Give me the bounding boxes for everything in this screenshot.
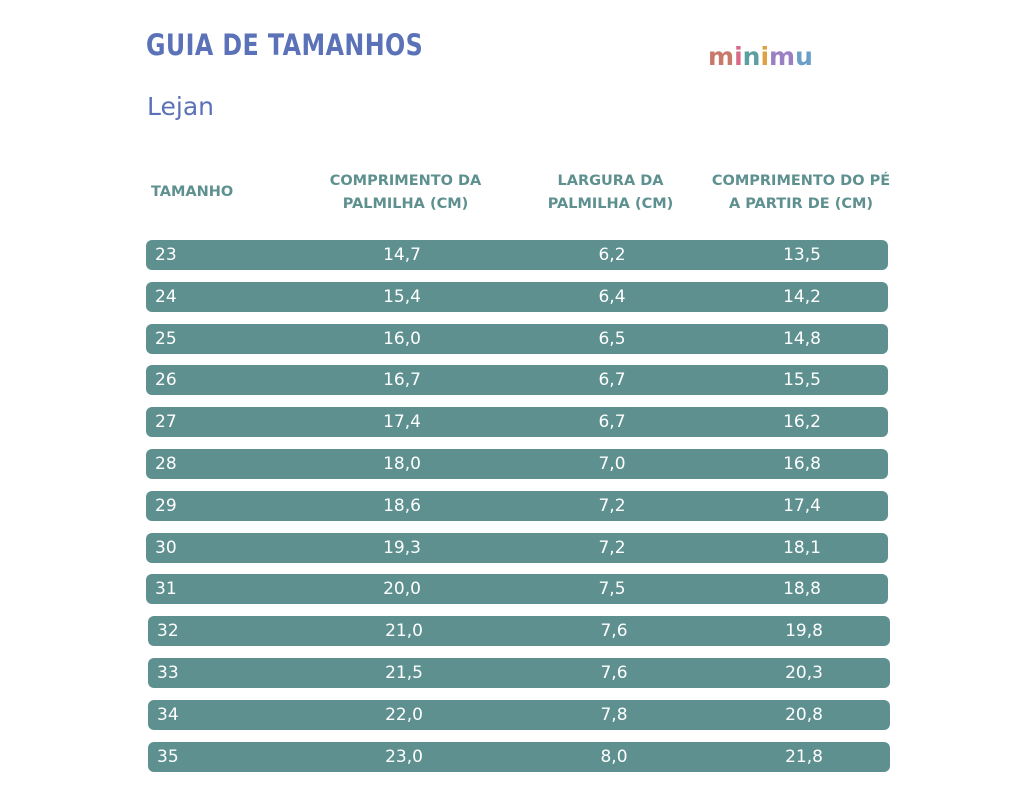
table-row: 34 22,0 7,8 20,8 [148,699,890,730]
table-row: 23 14,7 6,2 13,5 [146,240,888,270]
size-cell: 33 [157,663,179,683]
insole-width-cell: 7,2 [598,495,626,516]
size-cell: 29 [155,495,177,516]
size-cell: 24 [155,286,177,307]
insole-length-cell: 23,0 [385,746,423,767]
insole-width-cell: 7,6 [600,621,628,642]
foot-length-cell: 16,2 [783,412,821,433]
foot-length-cell: 13,5 [783,245,821,265]
size-cell: 28 [155,454,177,474]
foot-length-cell: 19,8 [785,621,823,642]
insole-width-cell: 6,5 [598,328,626,349]
logo-letter: m [769,42,796,71]
insole-length-cell: 16,0 [383,328,421,349]
size-cell: 31 [155,579,177,600]
insole-length-cell: 20,0 [383,579,421,600]
table-row: 32 21,0 7,6 19,8 [148,616,890,647]
insole-width-cell: 8,0 [600,746,628,767]
foot-length-cell: 15,5 [783,370,821,391]
insole-length-cell: 16,7 [383,370,421,391]
column-header-insole-length: COMPRIMENTO DA PALMILHA (CM) [329,173,482,212]
table-row: 35 23,0 8,0 21,8 [148,741,890,772]
size-cell: 35 [157,746,179,767]
insole-width-cell: 7,6 [600,663,628,683]
table-row: 29 18,6 7,2 17,4 [146,490,888,521]
insole-width-cell: 7,8 [600,704,628,725]
insole-length-cell: 14,7 [383,245,421,265]
foot-length-cell: 16,8 [783,454,821,474]
column-header-insole-width: LARGURA DA PALMILHA (CM) [547,173,674,212]
insole-length-cell: 18,0 [383,454,421,474]
insole-width-cell: 6,4 [598,286,626,307]
logo-letter: u [795,42,813,71]
table-row: 28 18,0 7,0 16,8 [146,449,888,479]
insole-length-cell: 22,0 [385,704,423,725]
insole-width-cell: 6,2 [598,245,626,265]
foot-length-cell: 20,3 [785,663,823,683]
size-cell: 23 [155,245,177,265]
size-cell: 30 [155,537,177,558]
logo-letter: i [760,42,770,71]
size-cell: 34 [157,704,179,725]
insole-width-cell: 6,7 [598,412,626,433]
column-header-size: TAMANHO [151,184,234,200]
insole-length-cell: 21,5 [385,663,423,683]
foot-length-cell: 14,2 [783,286,821,307]
foot-length-cell: 14,8 [783,328,821,349]
foot-length-cell: 18,8 [783,579,821,600]
insole-width-cell: 7,2 [598,537,626,558]
page-title: GUIA DE TAMANHOS [146,28,424,62]
table-row: 26 16,7 6,7 15,5 [146,365,888,396]
size-cell: 27 [155,412,177,433]
insole-width-cell: 7,0 [598,454,626,474]
insole-width-cell: 7,5 [598,579,626,600]
insole-length-cell: 19,3 [383,537,421,558]
insole-length-cell: 18,6 [383,495,421,516]
size-cell: 32 [157,621,179,642]
table-row: 33 21,5 7,6 20,3 [148,658,890,688]
table-row: 24 15,4 6,4 14,2 [146,281,888,312]
insole-length-cell: 21,0 [385,621,423,642]
insole-length-cell: 17,4 [383,412,421,433]
insole-width-cell: 6,7 [598,370,626,391]
table-row: 25 16,0 6,5 14,8 [146,323,888,354]
product-name: Lejan [147,92,214,121]
foot-length-cell: 20,8 [785,704,823,725]
logo-letter: m [708,42,735,71]
foot-length-cell: 17,4 [783,495,821,516]
logo-letter: n [742,42,761,71]
size-cell: 25 [155,328,177,349]
insole-length-cell: 15,4 [383,286,421,307]
column-header-foot-length: COMPRIMENTO DO PÉ A PARTIR DE (CM) [711,173,891,212]
table-row: 31 20,0 7,5 18,8 [146,574,888,605]
logo-letter: i [734,42,743,71]
table-row: 27 17,4 6,7 16,2 [146,407,888,438]
size-cell: 26 [155,370,177,391]
foot-length-cell: 21,8 [785,746,823,767]
brand-logo: minimu [708,44,813,69]
foot-length-cell: 18,1 [783,537,821,558]
table-row: 30 19,3 7,2 18,1 [146,532,888,563]
